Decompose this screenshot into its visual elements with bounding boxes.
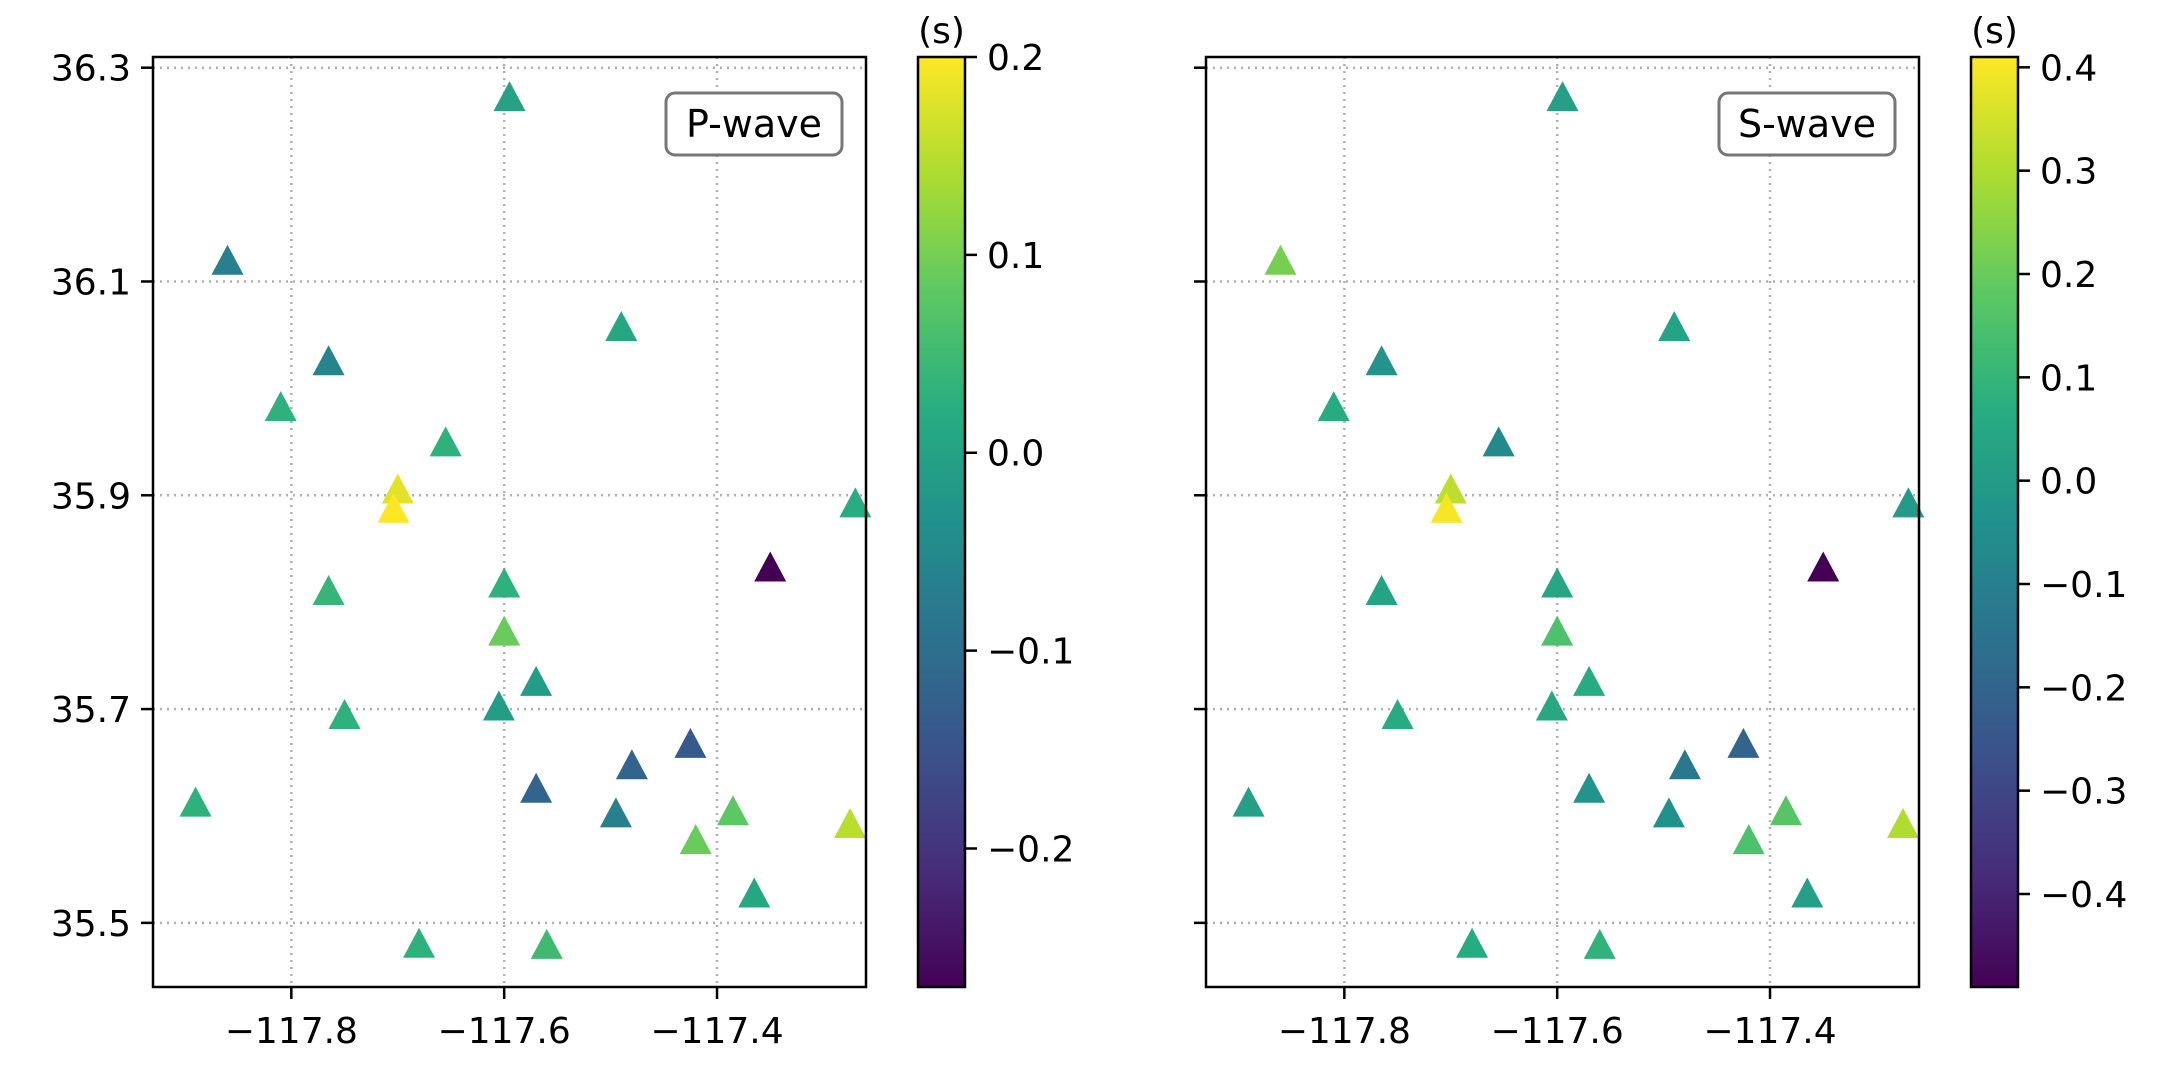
- colorbar-tick-label: −0.2: [2040, 668, 2127, 709]
- station-marker-21: [1652, 797, 1685, 828]
- station-marker-2: [211, 244, 244, 275]
- x-tick-label: −117.6: [438, 1011, 571, 1052]
- colorbar-tick-label: 0.3: [2040, 152, 2097, 193]
- station-marker-15: [328, 699, 361, 730]
- y-tick-label: 35.7: [51, 690, 131, 731]
- colorbar-tick-label: −0.1: [987, 632, 1074, 673]
- station-marker-19: [1573, 772, 1606, 803]
- colorbar-tick-label: −0.2: [987, 829, 1074, 870]
- station-marker-13: [488, 615, 521, 646]
- station-marker-1: [493, 81, 526, 112]
- y-tick-label: 35.9: [51, 476, 131, 517]
- station-marker-26: [1456, 927, 1489, 958]
- x-tick-label: −117.4: [1703, 1011, 1836, 1052]
- station-marker-1: [1546, 81, 1579, 112]
- panel-1: −117.8 −117.6 −117.4 35.5 35.7 35.9 36.1 36.3 P-…: [51, 11, 1075, 1052]
- axes-frame: [1204, 55, 1921, 989]
- station-marker-3: [1658, 310, 1691, 341]
- station-marker-26: [403, 927, 436, 958]
- legend-box: [664, 91, 844, 157]
- station-marker-15: [1381, 699, 1414, 730]
- station-marker-18: [615, 749, 648, 780]
- legend-label: P-wave: [686, 102, 822, 146]
- station-marker-20: [1232, 786, 1265, 817]
- station-marker-6: [429, 426, 462, 457]
- y-tick-label: 36.3: [51, 49, 131, 90]
- station-marker-4: [1365, 345, 1398, 376]
- station-marker-5: [264, 391, 297, 422]
- station-marker-27: [530, 928, 563, 959]
- station-marker-12: [488, 567, 521, 598]
- station-marker-16: [482, 690, 515, 721]
- colorbar-tick-label: 0.1: [987, 236, 1044, 277]
- station-marker-10: [754, 551, 787, 582]
- x-tick-label: −117.8: [1278, 1011, 1411, 1052]
- colorbar: [1969, 55, 2020, 989]
- x-tick-label: −117.6: [1491, 1011, 1624, 1052]
- station-marker-9: [839, 487, 872, 518]
- colorbar: [916, 55, 967, 989]
- station-marker-17: [674, 727, 707, 758]
- station-marker-7: [1434, 473, 1467, 504]
- station-marker-2: [1264, 244, 1297, 275]
- panel-2: −117.8 −117.6 −117.4 S-wave −0.4 −0.3 −0.2 −0.1…: [1194, 11, 2127, 1052]
- station-marker-16: [1535, 690, 1568, 721]
- colorbar-tick-label: 0.1: [2040, 358, 2097, 399]
- station-marker-24: [679, 824, 712, 855]
- colorbar-tick-label: 0.0: [987, 434, 1044, 475]
- axes-frame: [151, 55, 868, 989]
- colorbar-tick-label: 0.2: [987, 38, 1044, 79]
- station-marker-22: [716, 795, 749, 826]
- y-tick-label: 36.1: [51, 262, 131, 303]
- legend-box: [1717, 91, 1897, 157]
- colorbar-unit-label: (s): [918, 11, 965, 52]
- station-marker-3: [605, 310, 638, 341]
- station-marker-25: [738, 877, 771, 908]
- station-marker-14: [520, 665, 553, 696]
- station-marker-6: [1482, 426, 1515, 457]
- x-tick-label: −117.4: [650, 1011, 783, 1052]
- station-marker-11: [312, 575, 345, 606]
- station-marker-11: [1365, 575, 1398, 606]
- station-marker-23: [834, 808, 867, 839]
- station-marker-5: [1317, 391, 1350, 422]
- station-marker-10: [1807, 551, 1840, 582]
- colorbar-tick-label: 0.0: [2040, 462, 2097, 503]
- station-marker-9: [1892, 487, 1925, 518]
- station-marker-19: [520, 772, 553, 803]
- station-marker-14: [1573, 665, 1606, 696]
- x-tick-label: −117.8: [225, 1011, 358, 1052]
- legend-label: S-wave: [1738, 102, 1876, 146]
- station-marker-13: [1541, 615, 1574, 646]
- station-marker-8: [1430, 492, 1463, 523]
- y-tick-label: 35.5: [51, 904, 131, 945]
- colorbar-tick-label: 0.4: [2040, 48, 2097, 89]
- station-marker-8: [377, 492, 410, 523]
- colorbar-tick-label: −0.1: [2040, 565, 2127, 606]
- station-marker-25: [1791, 877, 1824, 908]
- station-marker-17: [1727, 727, 1760, 758]
- station-marker-24: [1732, 824, 1765, 855]
- station-marker-22: [1769, 795, 1802, 826]
- colorbar-unit-label: (s): [1971, 11, 2018, 52]
- station-marker-20: [179, 786, 212, 817]
- station-marker-27: [1583, 928, 1616, 959]
- station-marker-21: [599, 797, 632, 828]
- station-marker-23: [1887, 808, 1920, 839]
- colorbar-tick-label: −0.4: [2040, 875, 2127, 916]
- station-marker-7: [381, 473, 414, 504]
- station-marker-18: [1668, 749, 1701, 780]
- station-marker-12: [1541, 567, 1574, 598]
- colorbar-tick-label: −0.3: [2040, 772, 2127, 813]
- station-marker-4: [312, 345, 345, 376]
- colorbar-tick-label: 0.2: [2040, 255, 2097, 296]
